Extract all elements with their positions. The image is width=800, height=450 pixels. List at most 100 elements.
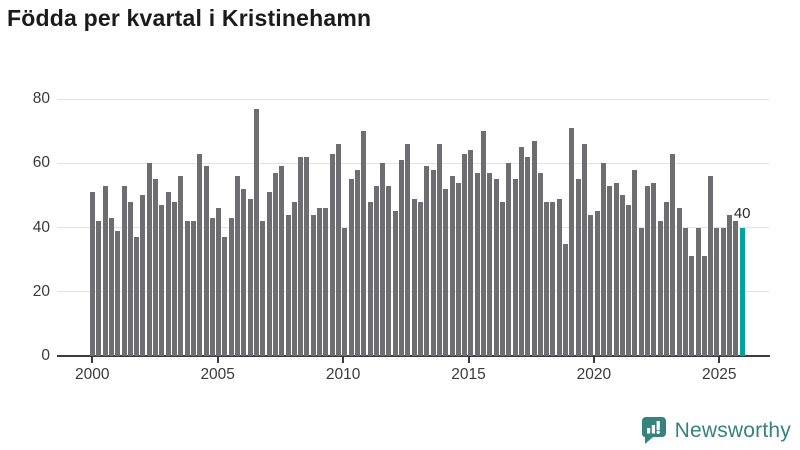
bar-2021K1 [619, 195, 625, 356]
chart-title: Födda per kvartal i Kristinehamn [7, 5, 372, 31]
bar-2021K4 [638, 227, 644, 356]
bar-2010K3 [354, 169, 360, 356]
bar-2003K2 [172, 201, 177, 356]
bar-2023K3 [682, 227, 688, 356]
bar-2017K2 [525, 156, 531, 356]
bar-2023K2 [676, 208, 682, 356]
bar-2005K1 [216, 208, 222, 356]
bar-2016K1 [493, 179, 499, 356]
bar-2024K4 [714, 227, 720, 356]
bar-2000K1 [90, 192, 95, 356]
bar-2023K4 [689, 256, 695, 356]
x-axis-label-2010: 2010 [325, 366, 361, 383]
bar-2008K3 [304, 156, 310, 356]
y-axis-label-20: 20 [32, 282, 50, 300]
bar-2004K2 [197, 153, 203, 356]
last-bar-value-label: 40 [733, 204, 751, 222]
bar-2006K1 [241, 188, 247, 356]
bar-2025K4 [739, 227, 745, 356]
bar-2012K4 [411, 198, 417, 356]
bar-2016K2 [500, 201, 505, 356]
bar-2024K2 [701, 256, 707, 356]
bar-2009K2 [323, 208, 329, 356]
x-axis-label-2000: 2000 [75, 366, 110, 383]
bar-2018K1 [544, 201, 550, 356]
bar-2003K1 [165, 192, 171, 356]
bar-2025K2 [727, 214, 733, 356]
bar-2010K2 [348, 179, 354, 356]
x-axis-label-2005: 2005 [200, 366, 235, 383]
bar-2019K4 [588, 214, 594, 356]
bar-2018K4 [563, 243, 569, 356]
bar-2002K1 [140, 195, 146, 356]
bar-2001K3 [127, 201, 133, 356]
bar-2019K3 [582, 143, 587, 356]
bar-2005K3 [228, 217, 234, 356]
x-axis-line [57, 355, 770, 357]
bar-2022K2 [651, 182, 657, 356]
bar-2002K4 [159, 205, 165, 356]
bar-2011K4 [386, 185, 392, 356]
bar-2016K4 [512, 179, 518, 356]
bar-2007K2 [272, 172, 278, 356]
bar-2012K2 [399, 160, 405, 356]
bar-2001K4 [134, 237, 140, 356]
bar-2021K2 [626, 205, 632, 356]
bar-2004K1 [190, 221, 196, 356]
bar-2022K1 [645, 185, 651, 356]
bar-2020K2 [600, 163, 606, 356]
bar-2008K4 [310, 214, 316, 356]
bar-2011K2 [373, 185, 379, 356]
bar-2002K3 [153, 179, 159, 356]
bar-2019K2 [575, 179, 581, 356]
bar-2020K4 [613, 182, 619, 356]
gridline-60 [57, 162, 770, 164]
bar-2009K4 [336, 143, 341, 356]
y-axis-label-80: 80 [32, 90, 50, 107]
bar-chart-speech-bubble-icon [640, 415, 668, 446]
bar-2005K4 [235, 176, 241, 356]
newsworthy-logo: Newsworthy [640, 415, 791, 446]
bar-2008K2 [298, 156, 304, 356]
bar-2013K2 [424, 166, 430, 356]
bar-2014K2 [449, 176, 455, 356]
bar-2006K2 [247, 198, 253, 356]
bar-2020K3 [607, 185, 613, 356]
bar-2014K3 [455, 182, 461, 356]
bar-2012K3 [405, 143, 411, 356]
bar-2004K4 [209, 217, 215, 356]
bar-2013K4 [436, 143, 442, 356]
bar-2006K3 [254, 108, 259, 356]
bar-2024K1 [695, 227, 701, 356]
bar-2016K3 [506, 163, 512, 356]
x-axis-tick-2005 [216, 357, 219, 363]
x-axis-tick-2025 [718, 357, 721, 363]
bar-2015K1 [468, 150, 474, 356]
bar-2002K2 [146, 163, 152, 356]
x-axis-label-2025: 2025 [702, 366, 737, 383]
bar-2008K1 [291, 201, 297, 356]
y-axis-label-0: 0 [41, 347, 50, 364]
bar-2010K1 [342, 227, 348, 356]
bar-2003K3 [178, 176, 184, 356]
x-axis-label-2020: 2020 [576, 366, 612, 383]
x-axis-tick-2015 [467, 357, 470, 363]
y-axis-label-40: 40 [32, 218, 50, 236]
bar-2017K4 [537, 172, 543, 356]
y-axis-label-60: 60 [32, 154, 50, 172]
bar-2005K2 [222, 237, 228, 356]
bar-2009K1 [317, 208, 323, 356]
bar-2000K4 [108, 217, 114, 356]
bar-2013K3 [430, 169, 436, 356]
bar-2003K4 [184, 221, 190, 356]
bar-2014K4 [462, 153, 468, 356]
bar-2025K1 [720, 227, 726, 356]
bar-2012K1 [392, 211, 398, 356]
bar-2010K4 [361, 131, 367, 356]
bar-2011K3 [380, 163, 386, 356]
bar-2001K2 [121, 185, 127, 356]
x-axis-label-2015: 2015 [451, 366, 486, 383]
bar-2018K2 [550, 201, 556, 356]
bar-2018K3 [556, 198, 562, 356]
